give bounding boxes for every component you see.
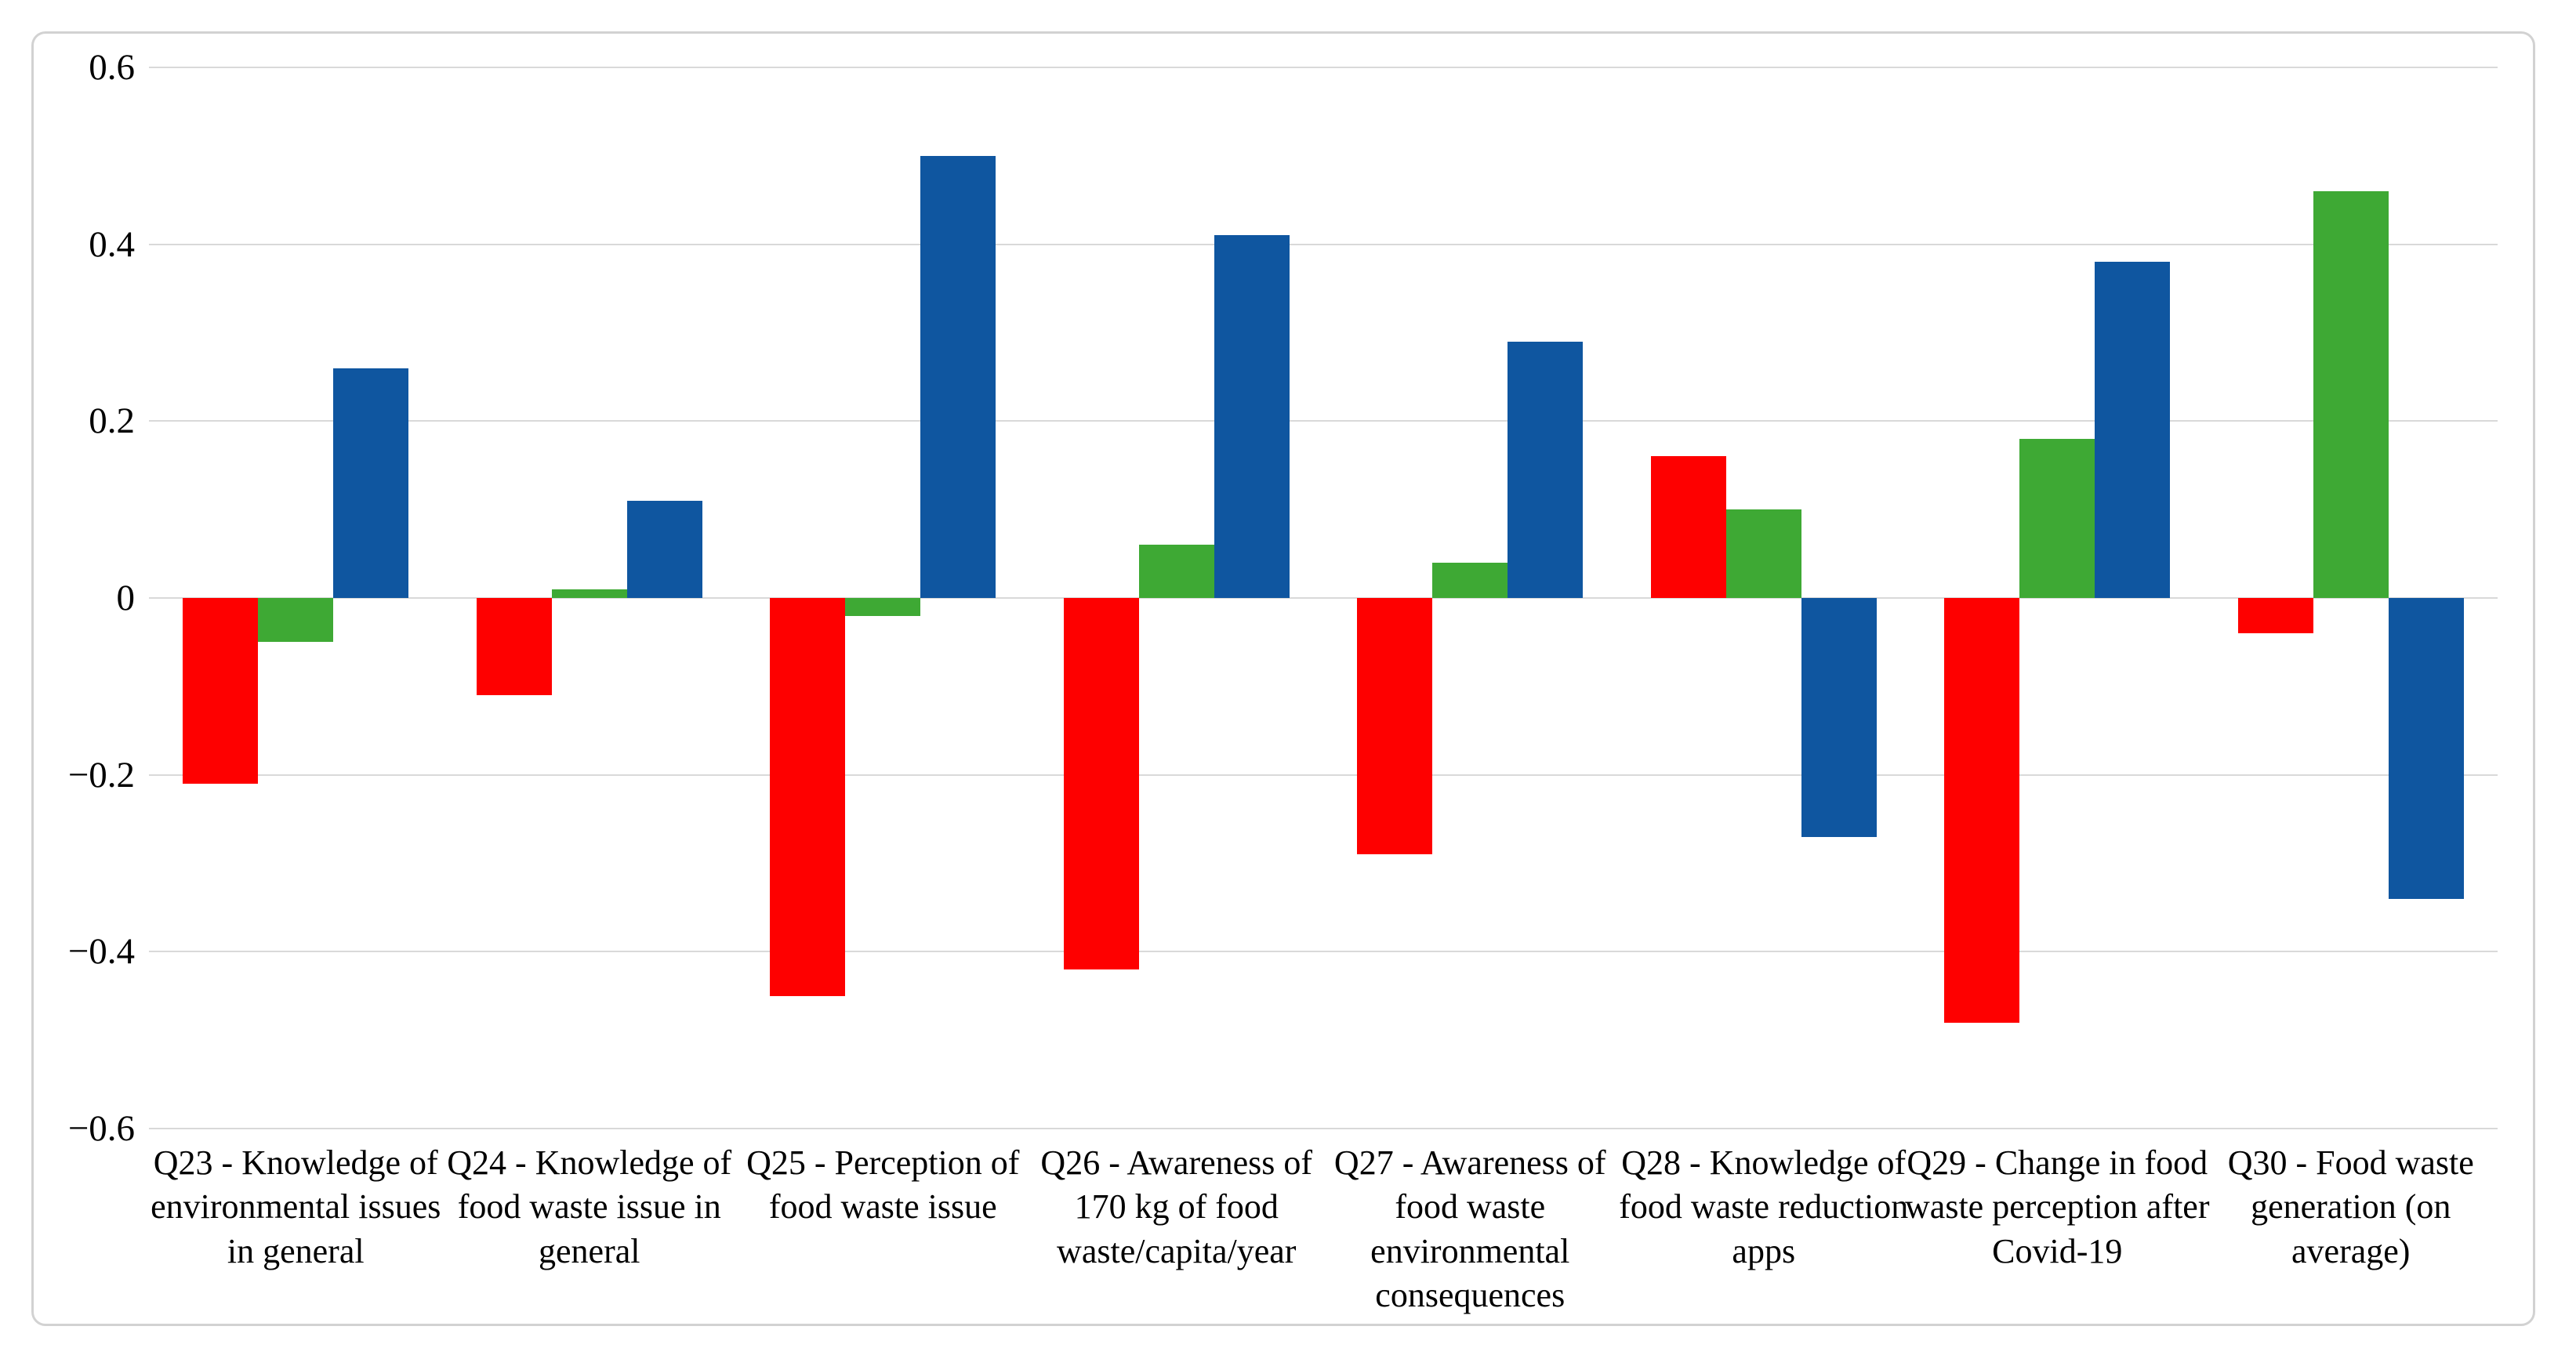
gridline-0 xyxy=(149,597,2498,599)
gridline-−0.4 xyxy=(149,951,2498,953)
x-category-label-q28: Q28 - Knowledge of food waste reduction … xyxy=(1619,1143,1909,1270)
bar-blue-q26 xyxy=(1214,235,1290,598)
x-category-label-q30: Q30 - Food waste generation (on average) xyxy=(2227,1143,2474,1270)
bar-green-q23 xyxy=(258,598,334,643)
bar-blue-q30 xyxy=(2388,598,2464,899)
y-axis-tick-label: 0.2 xyxy=(89,400,135,442)
bar-red-q29 xyxy=(1944,598,2020,1023)
gridline-−0.2 xyxy=(149,774,2498,776)
bar-red-q23 xyxy=(183,598,259,784)
bar-blue-q28 xyxy=(1801,598,1877,837)
bar-green-q24 xyxy=(551,589,627,598)
chart-frame xyxy=(31,31,2535,1326)
y-axis-tick-label: 0.4 xyxy=(89,223,135,265)
bar-blue-q29 xyxy=(2095,262,2171,598)
x-category-label-q29: Q29 - Change in food waste perception af… xyxy=(1905,1143,2210,1270)
y-axis-tick-label: 0.6 xyxy=(89,47,135,88)
x-category-label-q24: Q24 - Knowledge of food waste issue in g… xyxy=(447,1143,732,1270)
x-category-label-q25: Q25 - Perception of food waste issue xyxy=(746,1143,1020,1227)
gridline-−0.6 xyxy=(149,1128,2498,1129)
bar-red-q26 xyxy=(1063,598,1139,969)
bar-green-q28 xyxy=(1725,509,1801,598)
x-category-label-q23: Q23 - Knowledge of environmental issues … xyxy=(151,1143,441,1270)
gridline-0.4 xyxy=(149,243,2498,245)
bar-red-q27 xyxy=(1357,598,1433,855)
bar-blue-q23 xyxy=(333,368,409,598)
y-axis-tick-label: −0.4 xyxy=(67,931,135,973)
bar-green-q29 xyxy=(2019,438,2095,598)
bar-blue-q24 xyxy=(626,500,702,598)
gridline-0.6 xyxy=(149,67,2498,68)
gridline-0.2 xyxy=(149,420,2498,422)
bar-red-q28 xyxy=(1650,456,1726,598)
y-axis-tick-label: −0.2 xyxy=(67,754,135,795)
bar-green-q26 xyxy=(1138,545,1214,598)
y-axis-tick-label: 0 xyxy=(116,578,136,618)
bar-red-q25 xyxy=(770,598,846,996)
bar-blue-q27 xyxy=(1508,341,1584,598)
x-category-label-q27: Q27 - Awareness of food waste environmen… xyxy=(1333,1143,1606,1314)
bar-green-q25 xyxy=(845,598,921,616)
bar-green-q30 xyxy=(2313,190,2389,598)
bar-red-q24 xyxy=(476,598,552,696)
bar-green-q27 xyxy=(1432,562,1508,598)
x-category-label-q26: Q26 - Awareness of 170 kg of food waste/… xyxy=(1040,1143,1313,1270)
y-axis-tick-label: −0.6 xyxy=(67,1108,135,1149)
bar-red-q30 xyxy=(2237,598,2313,634)
bar-blue-q25 xyxy=(920,155,996,598)
